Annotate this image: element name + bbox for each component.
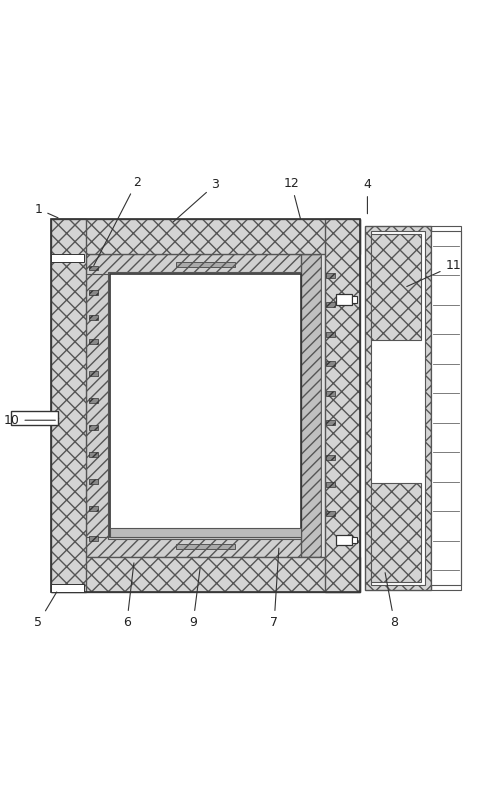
- Bar: [301, 255, 321, 556]
- Bar: [86, 537, 301, 556]
- Bar: [89, 371, 98, 376]
- Bar: [11, 411, 58, 425]
- Bar: [89, 535, 98, 540]
- Bar: [89, 398, 98, 403]
- Bar: [352, 537, 357, 543]
- Bar: [326, 391, 334, 396]
- Text: 5: 5: [35, 592, 57, 629]
- Text: 9: 9: [189, 568, 200, 629]
- Bar: [326, 455, 334, 460]
- Bar: [431, 226, 461, 590]
- Bar: [89, 479, 98, 484]
- Bar: [326, 362, 334, 367]
- Bar: [326, 273, 334, 278]
- Text: 10: 10: [3, 414, 55, 427]
- Bar: [371, 231, 425, 585]
- Bar: [89, 453, 98, 457]
- Bar: [89, 339, 98, 344]
- Bar: [51, 219, 360, 592]
- Bar: [110, 528, 301, 537]
- Bar: [326, 303, 334, 307]
- Text: 11: 11: [407, 259, 461, 286]
- Bar: [51, 584, 83, 592]
- Text: 7: 7: [270, 548, 279, 629]
- Bar: [371, 234, 421, 340]
- Bar: [89, 290, 98, 295]
- Bar: [326, 420, 334, 425]
- Text: 4: 4: [364, 178, 371, 214]
- Text: 1: 1: [35, 203, 58, 218]
- Bar: [89, 265, 98, 271]
- Text: 3: 3: [173, 178, 219, 222]
- Bar: [89, 506, 98, 511]
- Bar: [336, 294, 352, 305]
- Bar: [86, 255, 301, 274]
- Bar: [108, 272, 303, 539]
- Text: 6: 6: [123, 563, 134, 629]
- Bar: [431, 231, 461, 585]
- Bar: [325, 219, 360, 592]
- Text: 8: 8: [385, 573, 399, 629]
- Bar: [51, 219, 360, 592]
- Bar: [365, 226, 431, 590]
- Text: 2: 2: [94, 176, 141, 265]
- Bar: [352, 296, 357, 303]
- Bar: [86, 255, 325, 556]
- Bar: [110, 274, 301, 537]
- Bar: [176, 544, 235, 549]
- Bar: [321, 255, 325, 556]
- Bar: [51, 556, 360, 592]
- Bar: [176, 262, 235, 267]
- Bar: [89, 425, 98, 430]
- Bar: [336, 534, 352, 546]
- Bar: [51, 219, 86, 592]
- Bar: [371, 483, 421, 582]
- Bar: [326, 482, 334, 487]
- Bar: [326, 332, 334, 337]
- Bar: [51, 255, 83, 262]
- Bar: [89, 315, 98, 320]
- Bar: [86, 255, 110, 556]
- Bar: [326, 511, 334, 516]
- Text: 12: 12: [284, 177, 300, 219]
- Bar: [51, 219, 360, 255]
